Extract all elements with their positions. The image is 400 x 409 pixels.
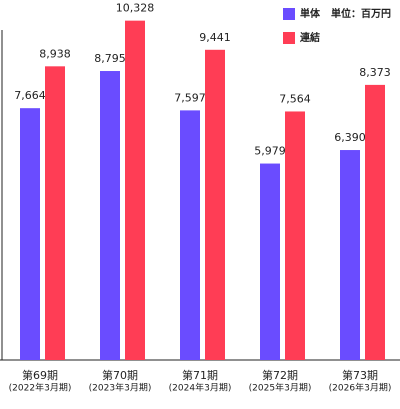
bar (205, 49, 225, 360)
value-label: 7,564 (279, 92, 311, 105)
value-label: 8,795 (94, 52, 126, 65)
legend-swatch (283, 32, 295, 44)
bar (180, 110, 200, 361)
bar (100, 71, 120, 361)
x-tick-sublabel: (2025年3月期) (249, 382, 312, 394)
value-label: 8,373 (359, 66, 391, 79)
x-tick-sublabel: (2024年3月期) (169, 382, 232, 394)
bar (20, 108, 40, 360)
bar (340, 150, 360, 360)
x-tick-label: 第69期 (22, 368, 58, 382)
bar (260, 163, 280, 360)
x-tick-label: 第70期 (102, 368, 138, 382)
value-label: 9,441 (199, 31, 231, 44)
x-tick-sublabel: (2023年3月期) (89, 382, 152, 394)
bar (365, 84, 385, 360)
x-tick-sublabel: (2026年3月期) (329, 382, 392, 394)
bar (285, 111, 305, 361)
x-tick-sublabel: (2022年3月期) (9, 382, 72, 394)
legend-label: 単体 (300, 7, 321, 20)
x-tick-label: 第71期 (182, 368, 218, 382)
value-label: 7,664 (14, 89, 46, 102)
legend-label: 連結 (300, 31, 320, 44)
value-label: 5,979 (254, 145, 286, 158)
legend-swatch (283, 8, 295, 20)
value-label: 6,390 (334, 131, 366, 144)
value-label: 8,938 (39, 47, 71, 60)
bar (45, 66, 65, 360)
unit-label: 単位：百万円 (331, 7, 391, 20)
bar (125, 20, 145, 360)
x-tick-label: 第72期 (262, 368, 298, 382)
value-label: 10,328 (116, 2, 155, 15)
value-label: 7,597 (174, 91, 206, 104)
x-tick-label: 第73期 (342, 368, 378, 382)
